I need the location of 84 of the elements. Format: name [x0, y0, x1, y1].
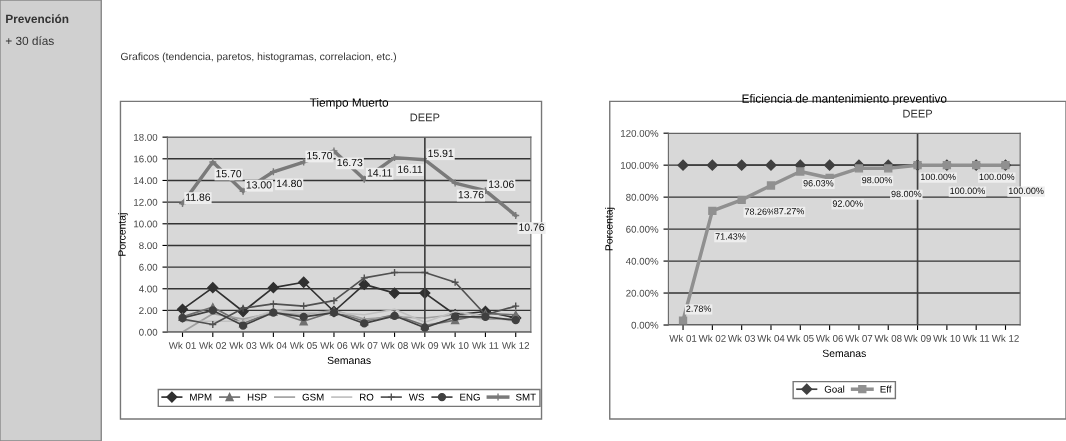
data-label: 71.43% — [715, 233, 746, 240]
data-label: 11.86 — [186, 193, 211, 201]
y-tick-label: 14.00 — [134, 177, 158, 185]
y-axis-title: Porcentaj — [605, 207, 615, 251]
x-axis-title: Semanas — [327, 356, 371, 365]
data-label: 16.11 — [398, 165, 423, 173]
y-tick-label: 10.00 — [134, 220, 158, 228]
data-label: 100.00% — [1008, 187, 1044, 194]
legend-label: WS — [408, 393, 425, 401]
data-label: 14.11 — [367, 169, 392, 177]
y-tick-label: 12.00 — [134, 198, 158, 206]
chart-title: Tiempo Muerto — [309, 98, 389, 110]
x-tick-label: Wk 12 — [501, 341, 530, 349]
legend-label: ENG — [460, 393, 480, 401]
y-tick-label: 2.00 — [139, 307, 158, 315]
data-label: 100.00% — [950, 187, 985, 194]
data-label: 100.00% — [921, 173, 956, 181]
y-tick-label: 60.00% — [626, 225, 659, 233]
y-tick-label: 100.00% — [621, 161, 659, 169]
x-tick-label: Wk 01 — [168, 341, 196, 349]
y-tick-label: 0.00% — [631, 321, 659, 329]
x-tick-label: Wk 12 — [991, 334, 1019, 342]
data-label: 13.76 — [458, 190, 484, 199]
y-tick-label: 6.00 — [139, 263, 158, 271]
data-label: 15.70 — [307, 151, 333, 160]
x-tick-label: Wk 05 — [786, 334, 814, 342]
x-tick-label: Wk 09 — [411, 341, 439, 349]
y-axis-title: Porcentaj — [118, 213, 128, 256]
x-tick-label: Wk 08 — [874, 334, 902, 342]
x-tick-label: Wk 10 — [441, 341, 469, 349]
y-tick-label: 16.00 — [134, 155, 158, 163]
x-tick-label: Wk 06 — [320, 341, 348, 349]
x-tick-label: Wk 05 — [289, 341, 318, 349]
data-label: 10.76 — [519, 223, 545, 231]
y-tick-label: 20.00% — [626, 289, 659, 297]
y-tick-label: 18.00 — [134, 133, 158, 141]
data-label: 100.00% — [979, 173, 1015, 181]
text: Prevención — [6, 14, 69, 24]
legend-label: Goal — [824, 385, 845, 393]
data-label: 96.03% — [803, 180, 834, 187]
legend-label: RO — [360, 393, 374, 401]
x-tick-label: Wk 02 — [698, 334, 726, 342]
legend-label: Eff — [880, 385, 892, 393]
x-tick-label: Wk 04 — [757, 334, 785, 342]
x-tick-label: Wk 04 — [259, 341, 287, 349]
ref-line-label: DEEP — [903, 109, 933, 118]
legend-label: GSM — [302, 393, 324, 401]
y-tick-label: 40.00% — [625, 257, 659, 265]
y-tick-label: 80.00% — [626, 193, 659, 201]
y-tick-label: 8.00 — [139, 242, 158, 250]
x-tick-label: Wk 08 — [380, 341, 408, 349]
legend-label: MPM — [190, 393, 212, 401]
legend-label: SMT — [515, 393, 536, 401]
data-label: 2.78% — [686, 305, 712, 312]
text: + 30 días — [5, 36, 54, 46]
x-tick-label: Wk 01 — [669, 334, 697, 342]
data-label: 13.00 — [246, 181, 272, 189]
x-tick-label: Wk 07 — [845, 334, 873, 342]
ref-line-label: DEEP — [410, 113, 440, 122]
x-axis-title: Semanas — [822, 349, 866, 358]
legend-label: HSP — [247, 393, 267, 401]
data-label: 98.00% — [891, 190, 922, 198]
x-tick-label: Wk 02 — [199, 341, 227, 349]
chart-title: Eficiencia de mantenimiento preventivo — [742, 94, 947, 106]
data-label: 87.27% — [774, 207, 805, 215]
data-label: 14.80 — [276, 179, 302, 188]
x-tick-label: Wk 11 — [962, 334, 990, 342]
data-label: 15.70 — [216, 169, 242, 178]
x-tick-label: Wk 09 — [903, 334, 931, 342]
data-label: 16.73 — [337, 158, 363, 167]
data-label: 92.00% — [832, 200, 863, 207]
y-tick-label: 0.00 — [139, 328, 158, 336]
data-label: 15.91 — [428, 149, 454, 158]
text: Graficos (tendencia, paretos, histogramas, correlacion, etc.) — [120, 52, 396, 63]
x-tick-label: Wk 11 — [472, 341, 499, 349]
x-tick-label: Wk 10 — [933, 334, 961, 342]
data-label: 13.06 — [489, 180, 514, 188]
x-tick-label: Wk 07 — [350, 341, 378, 349]
x-tick-label: Wk 06 — [815, 334, 843, 342]
x-tick-label: Wk 03 — [229, 341, 257, 349]
data-label: 98.00% — [862, 176, 892, 184]
x-tick-label: Wk 03 — [727, 334, 756, 342]
y-tick-label: 120.00% — [621, 129, 659, 137]
y-tick-label: 4.00 — [138, 285, 158, 293]
